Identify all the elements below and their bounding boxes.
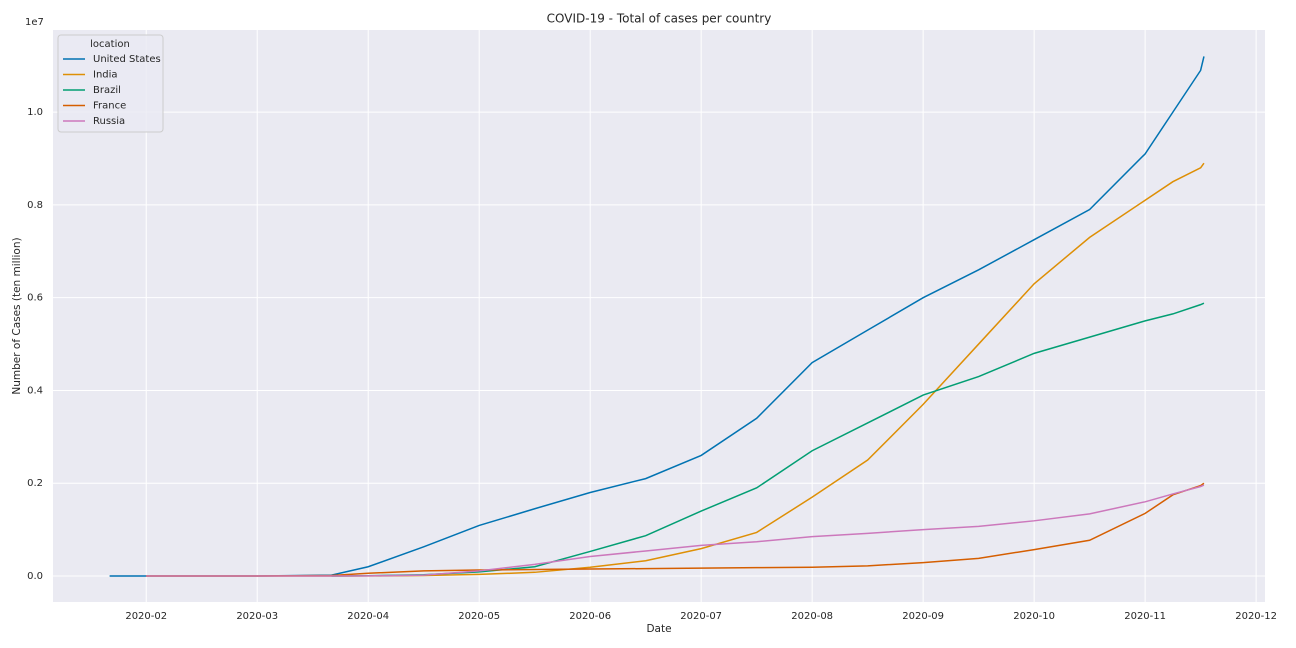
series-line — [146, 482, 1205, 577]
y-tick-label: 0.6 — [27, 293, 43, 304]
legend-label: United States — [93, 54, 161, 65]
x-tick-label: 2020-07 — [680, 611, 722, 622]
plot-area — [53, 30, 1265, 602]
legend-label: India — [93, 70, 118, 81]
y-tick-label: 1.0 — [27, 107, 43, 118]
y-tick-label: 0.4 — [27, 385, 43, 396]
chart-title: COVID-19 - Total of cases per country — [547, 12, 772, 26]
x-tick-label: 2020-10 — [1013, 611, 1055, 622]
x-tick-label: 2020-08 — [791, 611, 833, 622]
x-tick-label: 2020-12 — [1235, 611, 1277, 622]
series-line — [331, 302, 1205, 577]
x-axis-label: Date — [646, 623, 671, 635]
lines — [109, 56, 1205, 577]
x-tick-label: 2020-04 — [347, 611, 389, 622]
legend: location United States India Brazil France R… — [57, 34, 164, 133]
legend-label: Brazil — [93, 85, 121, 96]
x-tick-label: 2020-09 — [902, 611, 944, 622]
grid — [53, 30, 1265, 602]
y-offset-label: 1e7 — [25, 17, 44, 28]
x-tick-label: 2020-05 — [458, 611, 500, 622]
x-tick-label: 2020-11 — [1124, 611, 1166, 622]
x-tick-label: 2020-06 — [569, 611, 611, 622]
y-tick-label: 0.0 — [27, 571, 43, 582]
x-tick-label: 2020-03 — [236, 611, 278, 622]
series-line — [146, 484, 1205, 577]
y-axis-label: Number of Cases (ten million) — [11, 237, 23, 394]
y-tick-label: 0.2 — [27, 478, 43, 489]
y-tick-label: 0.8 — [27, 200, 43, 211]
legend-label: Russia — [93, 116, 125, 127]
legend-title: location — [90, 39, 130, 50]
legend-label: France — [93, 101, 126, 112]
series-line — [109, 56, 1205, 577]
x-tick-label: 2020-02 — [125, 611, 167, 622]
